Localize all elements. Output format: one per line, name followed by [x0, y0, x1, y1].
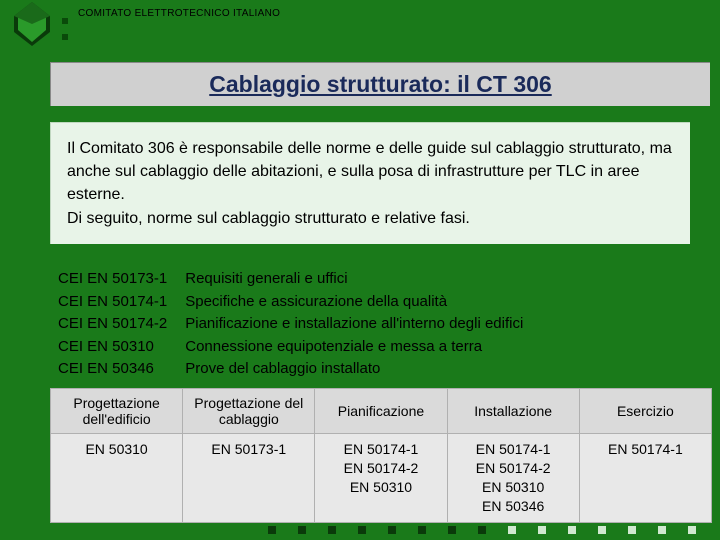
- intro-box: Il Comitato 306 è responsabile delle nor…: [50, 122, 690, 244]
- phase-header: Pianificazione: [315, 389, 447, 434]
- phase-header: Installazione: [447, 389, 579, 434]
- phase-cell: EN 50174-1 EN 50174-2 EN 50310 EN 50346: [447, 434, 579, 523]
- decor-bullets-top: [62, 18, 68, 50]
- title-text: Cablaggio strutturato: il CT 306: [209, 71, 551, 98]
- phase-cell: EN 50174-1 EN 50174-2 EN 50310: [315, 434, 447, 523]
- table-header-row: Progettazione dell'edificio Progettazion…: [51, 389, 712, 434]
- intro-text: Il Comitato 306 è responsabile delle nor…: [67, 140, 672, 227]
- phases-table: Progettazione dell'edificio Progettazion…: [50, 388, 712, 523]
- table-row: EN 50310 EN 50173-1 EN 50174-1 EN 50174-…: [51, 434, 712, 523]
- standards-list: CEI EN 50173-1 CEI EN 50174-1 CEI EN 501…: [50, 264, 690, 387]
- standards-codes: CEI EN 50173-1 CEI EN 50174-1 CEI EN 501…: [58, 268, 167, 381]
- phase-header: Progettazione dell'edificio: [51, 389, 183, 434]
- org-label: COMITATO ELETTROTECNICO ITALIANO: [78, 8, 280, 19]
- slide-background: COMITATO ELETTROTECNICO ITALIANO Cablagg…: [0, 0, 720, 540]
- standards-descs: Requisiti generali e uffici Specifiche e…: [185, 268, 523, 381]
- phase-cell: EN 50310: [51, 434, 183, 523]
- title-band: Cablaggio strutturato: il CT 306: [50, 62, 710, 106]
- phase-cell: EN 50173-1: [183, 434, 315, 523]
- decor-dots-bottom: [268, 526, 696, 534]
- logo: [10, 2, 54, 46]
- phase-cell: EN 50174-1: [579, 434, 711, 523]
- phase-header: Esercizio: [579, 389, 711, 434]
- phase-header: Progettazione del cablaggio: [183, 389, 315, 434]
